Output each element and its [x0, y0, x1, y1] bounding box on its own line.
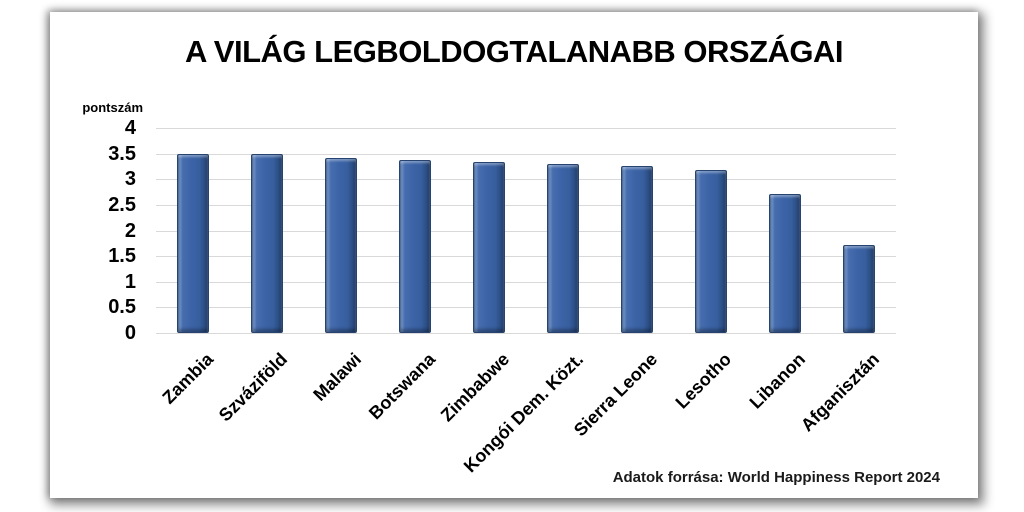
- y-axis-tick: 0: [124, 322, 136, 344]
- source-note: Adatok forrása: World Happiness Report 2…: [612, 469, 940, 486]
- bar-Malawi: [325, 157, 357, 333]
- x-axis-label: Lesotho: [671, 349, 736, 413]
- x-axis-label: Botswana: [364, 349, 440, 424]
- gridline: [156, 333, 896, 334]
- y-axis-tick: 1.5: [108, 245, 136, 268]
- y-axis-tick: 2: [124, 219, 136, 242]
- x-axis-label: Libanon: [745, 349, 810, 413]
- x-axis-label: Zambia: [158, 349, 218, 408]
- gridline: [156, 179, 896, 181]
- gridline: [156, 230, 896, 232]
- bar-Lesotho: [695, 169, 727, 333]
- x-axis-labels: Zambia Szváziföld Malawi Botswana Zimbabwe Ko…: [156, 333, 896, 483]
- chart-title: A VILÁG LEGBOLDOGTALANABB ORSZÁGAI: [184, 34, 844, 69]
- x-axis-label: Malawi: [309, 349, 366, 405]
- x-axis-label: Zimbabwe: [436, 349, 514, 426]
- gridline: [156, 256, 896, 258]
- gridline: [156, 153, 896, 155]
- y-axis-tick: 4: [124, 117, 136, 139]
- bar-Kongói Dem. Közt.: [547, 163, 579, 333]
- y-axis-label: pontszám: [82, 100, 143, 115]
- y-axis-tick: 3.5: [108, 142, 136, 165]
- plot-area: [156, 128, 896, 334]
- bar-Zambia: [177, 153, 209, 333]
- bar-Afganisztán: [843, 244, 875, 333]
- bar-Sierra Leone: [621, 166, 653, 333]
- x-axis-label: Afganisztán: [796, 349, 884, 436]
- y-axis-tick: 0.5: [108, 296, 136, 319]
- y-axis-tick: 1: [124, 270, 136, 293]
- gridline: [156, 204, 896, 206]
- bar-Libanon: [769, 194, 801, 333]
- bar-Szváziföld: [251, 153, 283, 333]
- x-axis-label: Szváziföld: [214, 349, 292, 426]
- bar-Botswana: [399, 159, 431, 333]
- gridline: [156, 307, 896, 309]
- y-axis-tick: 3: [124, 168, 136, 191]
- y-axis-tick: 2.5: [108, 193, 136, 216]
- bar-Zimbabwe: [473, 161, 505, 333]
- gridline: [156, 281, 896, 283]
- chart-card: A VILÁG LEGBOLDOGTALANABB ORSZÁGAI ponts…: [50, 12, 978, 498]
- gridline: [156, 128, 896, 129]
